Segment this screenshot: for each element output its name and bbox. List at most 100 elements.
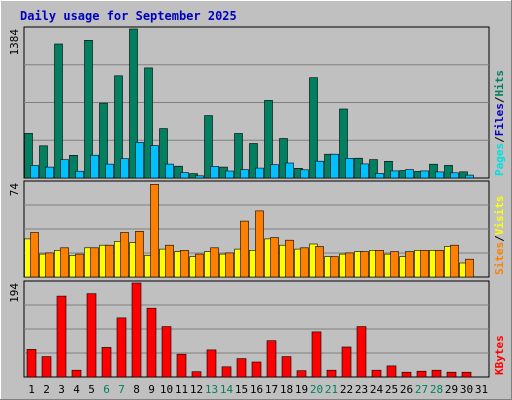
bar-files-day-10 (165, 163, 174, 179)
bar-sites-day-9 (150, 184, 159, 278)
bar-files-day-30 (465, 174, 474, 179)
bar-kbytes-day-3 (56, 295, 67, 378)
bar-files-day-13 (210, 166, 219, 179)
x-tick-label: 4 (73, 383, 80, 396)
bar-files-day-1 (30, 165, 39, 179)
bar-sites-day-16 (255, 210, 264, 278)
bar-hits-day-24 (369, 159, 378, 179)
bar-hits-day-28 (429, 163, 438, 179)
legend-separator: / (493, 136, 506, 143)
legend-separator: / (493, 96, 506, 103)
bar-sites-day-6 (105, 244, 114, 278)
bar-hits-day-20 (309, 77, 318, 179)
bar-sites-day-26 (405, 251, 414, 278)
bar-sites-day-27 (420, 250, 429, 278)
bar-files-day-26 (405, 169, 414, 179)
x-tick-label: 31 (475, 383, 488, 396)
chart-panels: 1384Pages/Files/Hits74Sites/Visits194KBy… (8, 26, 506, 378)
bar-files-day-27 (420, 170, 429, 179)
bar-kbytes-day-7 (116, 317, 127, 378)
bar-hits-day-15 (234, 133, 243, 179)
x-tick-label: 27 (415, 383, 428, 396)
bar-files-day-25 (390, 170, 399, 179)
bar-files-day-2 (45, 166, 54, 179)
legend-item-kbytes: KBytes (493, 335, 506, 375)
bar-sites-day-30 (465, 258, 474, 278)
bar-files-day-24 (375, 173, 384, 179)
bar-files-day-6 (105, 163, 114, 179)
bar-hits-day-11 (174, 165, 183, 179)
bar-files-day-18 (285, 162, 294, 179)
bar-hits-day-29 (444, 165, 453, 179)
bar-files-day-28 (435, 171, 444, 179)
bar-kbytes-day-16 (251, 361, 262, 378)
x-tick-label: 12 (190, 383, 203, 396)
bar-sites-day-20 (315, 246, 324, 278)
bar-sites-day-4 (75, 253, 84, 278)
bar-sites-day-23 (360, 251, 369, 278)
x-tick-label: 30 (460, 383, 473, 396)
bar-files-day-20 (315, 160, 324, 179)
bar-files-day-12 (195, 175, 204, 179)
x-tick-label: 17 (265, 383, 278, 396)
bar-files-day-4 (75, 170, 84, 179)
bar-sites-day-10 (165, 244, 174, 278)
bar-files-day-17 (270, 164, 279, 179)
x-axis-labels: 1 2 3 4 5 6 7 8 9 10 11 12 13 14 15 16 17 18 19 20 21 22 23 24 2… (28, 383, 488, 396)
bar-sites-day-1 (30, 232, 39, 278)
bar-kbytes-day-25 (386, 365, 397, 378)
bar-files-day-19 (300, 169, 309, 179)
legend-item-sites: Sites (493, 242, 506, 275)
bar-sites-day-11 (180, 250, 189, 278)
bar-hits-day-1 (24, 133, 33, 179)
bar-sites-day-24 (375, 250, 384, 278)
bar-sites-day-3 (60, 247, 69, 278)
bar-kbytes-day-17 (266, 340, 277, 378)
x-tick-label: 2 (43, 383, 50, 396)
bar-kbytes-day-28 (431, 369, 442, 378)
bar-kbytes-day-29 (446, 371, 457, 378)
bar-sites-day-12 (195, 253, 204, 278)
bar-sites-day-18 (285, 239, 294, 278)
bar-sites-day-7 (120, 232, 129, 278)
x-tick-label: 16 (250, 383, 263, 396)
bar-kbytes-day-18 (281, 356, 292, 378)
bar-sites-day-5 (90, 247, 99, 278)
panel-visits_sites: 74 Sites/Visits (8, 180, 506, 278)
bar-kbytes-day-26 (401, 371, 412, 378)
x-tick-label: 14 (220, 383, 234, 396)
bar-sites-day-29 (450, 244, 459, 278)
chart-title: Daily usage for September 2025 (20, 9, 237, 23)
bar-files-day-3 (60, 159, 69, 179)
y-max-label: 1384 (8, 29, 21, 56)
x-tick-label: 11 (175, 383, 188, 396)
bar-hits-day-4 (69, 155, 78, 179)
panel-legend: Pages/Files/Hits (493, 70, 506, 176)
bar-hits-day-10 (159, 128, 168, 179)
panel-kbytes: 194 KBytes (8, 280, 506, 378)
y-max-label: 74 (8, 183, 21, 197)
bar-hits-day-16 (249, 143, 258, 179)
legend-item-pages: Pages (493, 143, 506, 176)
bar-kbytes-day-5 (86, 293, 97, 378)
bar-hits-day-17 (264, 100, 273, 179)
bar-files-day-11 (180, 172, 189, 179)
bar-kbytes-day-9 (146, 307, 157, 378)
bar-sites-day-13 (210, 247, 219, 278)
bar-kbytes-day-23 (356, 326, 367, 378)
x-tick-label: 6 (103, 383, 110, 396)
bar-files-day-23 (360, 163, 369, 179)
bar-kbytes-day-21 (326, 369, 337, 378)
bar-kbytes-day-15 (236, 358, 247, 378)
x-tick-label: 26 (400, 383, 413, 396)
x-tick-label: 28 (430, 383, 443, 396)
bar-sites-day-8 (135, 231, 144, 278)
bar-hits-day-22 (339, 108, 348, 179)
legend-item-visits: Visits (493, 196, 506, 236)
legend-item-files: Files (493, 103, 506, 136)
legend-separator: / (493, 235, 506, 242)
bar-sites-day-15 (240, 220, 249, 278)
bar-files-day-5 (90, 154, 99, 179)
bar-hits-day-2 (39, 145, 48, 179)
